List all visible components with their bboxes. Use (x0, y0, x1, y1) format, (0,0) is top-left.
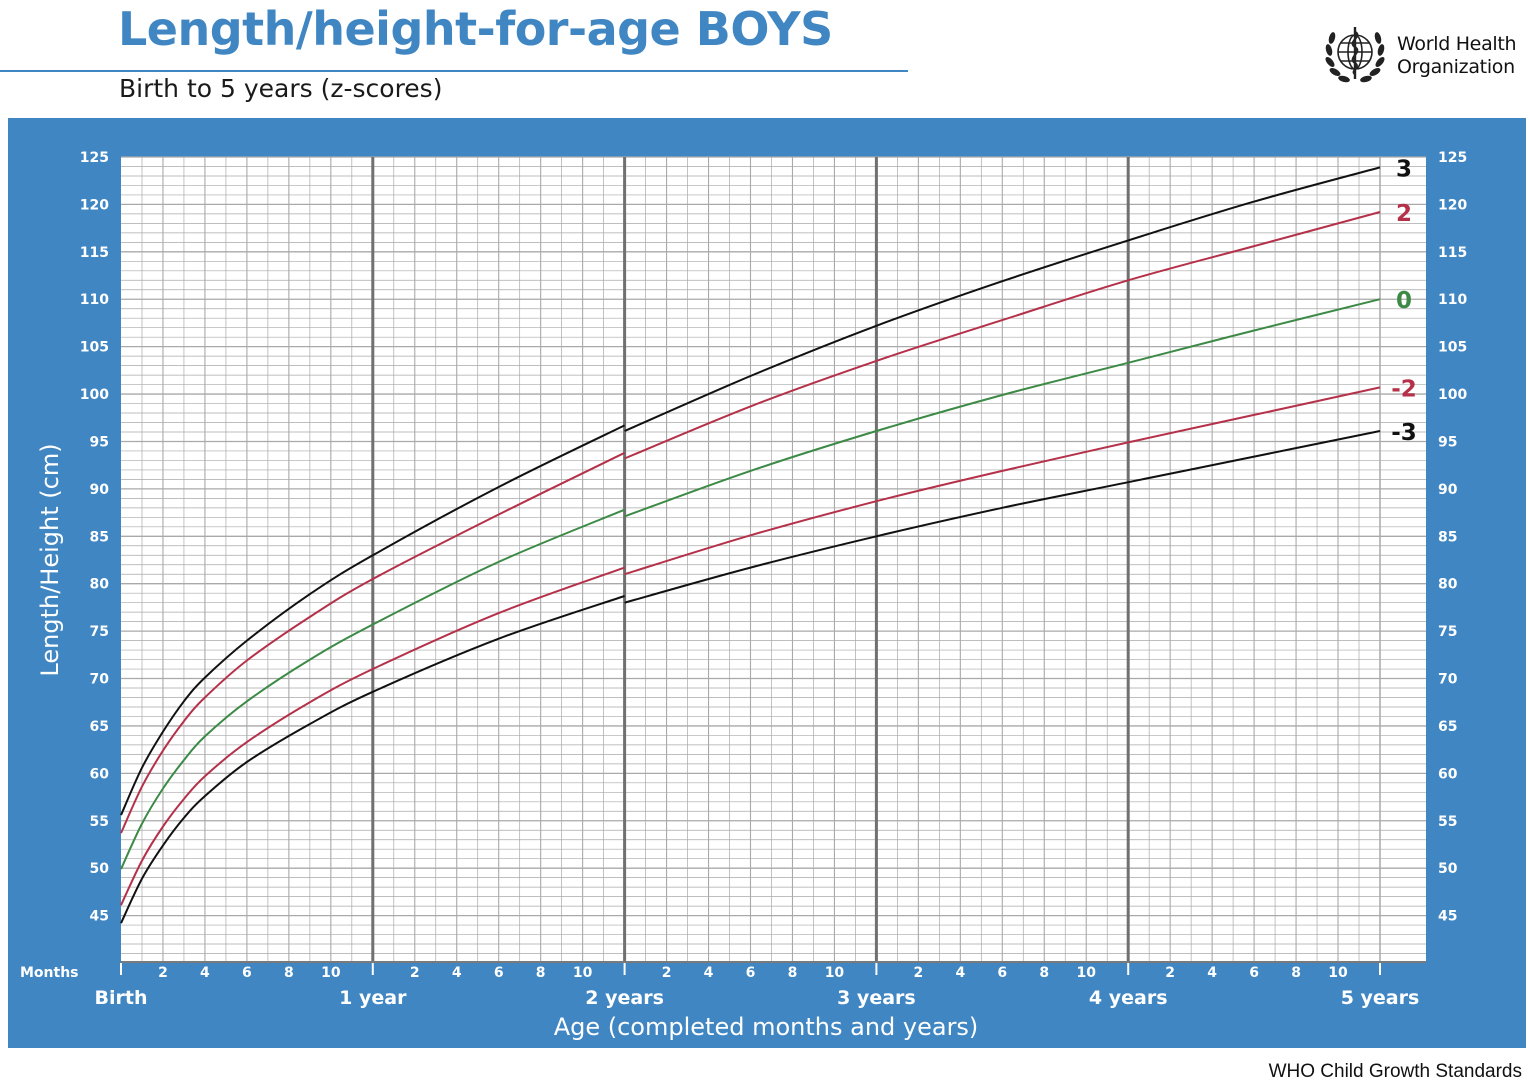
x-month-tick-label: 8 (1039, 965, 1049, 981)
x-month-tick-label: 2 (410, 965, 420, 981)
x-month-tick-label: 2 (158, 965, 168, 981)
y-ticks-left: 45 50 55 60 65 70 75 80 85 90 95 100 105 110 115 120 125 (80, 150, 109, 925)
y-tick-label: 60 (1438, 766, 1458, 782)
y-tick-label: 55 (1438, 814, 1457, 830)
z-curve-2 (624, 211, 1381, 460)
y-tick-label: 70 (90, 672, 110, 688)
x-month-tick-label: 10 (321, 965, 341, 981)
z-curve--3 (624, 430, 1381, 604)
x-month-tick-label: 8 (788, 965, 798, 981)
x-month-tick-label: 4 (955, 965, 965, 981)
y-tick-label: 85 (90, 529, 109, 545)
x-year-label: 1 year (339, 987, 407, 1009)
x-axis-label: Age (completed months and years) (554, 1013, 979, 1041)
x-month-tick-label: 2 (662, 965, 672, 981)
y-tick-label: 95 (1438, 434, 1457, 450)
x-year-label: Birth (95, 987, 148, 1009)
y-tick-label: 95 (90, 434, 109, 450)
y-tick-label: 100 (1438, 387, 1467, 403)
y-tick-label: 75 (1438, 624, 1457, 640)
y-tick-label: 50 (1438, 861, 1458, 877)
grid (121, 156, 1426, 963)
x-year-label: 5 years (1341, 987, 1420, 1009)
y-tick-label: 80 (90, 577, 110, 593)
z-curve-0 (120, 508, 625, 870)
chart-subtitle: Birth to 5 years (z-scores) (119, 74, 443, 103)
y-tick-label: 85 (1438, 529, 1457, 545)
y-tick-label: 60 (90, 766, 110, 782)
chart-title: Length/height-for-age BOYS (118, 2, 833, 56)
footer-note: WHO Child Growth Standards (1268, 1061, 1522, 1082)
x-month-tick-label: 6 (1249, 965, 1259, 981)
z-score-curves (120, 166, 1381, 924)
x-ticks: 2 4 6 8 10 2 4 6 8 10 2 4 6 8 10 2 4 6 8 10 2 4 6 8 10 Birth 1 yea… (95, 963, 1420, 1009)
x-month-tick-label: 2 (1165, 965, 1175, 981)
y-tick-label: 120 (1438, 197, 1467, 213)
x-month-tick-label: 4 (452, 965, 462, 981)
z-curve-3 (624, 166, 1381, 432)
x-month-tick-label: 8 (284, 965, 294, 981)
z-curve--2 (120, 566, 625, 906)
y-tick-label: 90 (90, 482, 110, 498)
x-month-tick-label: 6 (494, 965, 504, 981)
y-tick-label: 45 (1438, 909, 1457, 925)
x-month-tick-label: 4 (704, 965, 714, 981)
y-tick-label: 55 (90, 814, 109, 830)
x-year-label: 2 years (585, 987, 664, 1009)
y-tick-label: 75 (90, 624, 109, 640)
who-name-line2: Organization (1397, 56, 1515, 78)
y-tick-label: 105 (1438, 340, 1467, 356)
y-tick-label: 80 (1438, 577, 1458, 593)
y-tick-label: 45 (90, 909, 109, 925)
x-month-tick-label: 4 (1207, 965, 1217, 981)
y-tick-label: 110 (80, 292, 109, 308)
y-tick-label: 105 (80, 340, 109, 356)
z-curve--3 (120, 595, 625, 924)
who-name: World Health Organization (1397, 33, 1517, 79)
z-label-0: 0 (1396, 288, 1412, 314)
curve-labels: 3 2 0 -2 -3 (1391, 156, 1417, 446)
x-month-tick-label: 10 (1328, 965, 1348, 981)
x-month-tick-label: 10 (573, 965, 593, 981)
y-tick-label: 100 (80, 387, 109, 403)
y-tick-label: 65 (1438, 719, 1457, 735)
y-ticks-right: 45 50 55 60 65 70 75 80 85 90 95 100 105 110 115 120 125 (1438, 150, 1467, 925)
y-axis-label: Length/Height (cm) (36, 443, 64, 676)
y-tick-label: 120 (80, 197, 109, 213)
x-month-tick-label: 10 (1076, 965, 1096, 981)
z-label--2: -2 (1391, 376, 1417, 402)
z-label-2: 2 (1396, 201, 1412, 227)
y-tick-label: 110 (1438, 292, 1467, 308)
y-tick-label: 125 (1438, 150, 1467, 166)
x-year-label: 4 years (1089, 987, 1168, 1009)
x-unit-label: Months (20, 965, 79, 981)
x-month-tick-label: 10 (825, 965, 845, 981)
x-month-tick-label: 4 (200, 965, 210, 981)
who-name-line1: World Health (1397, 33, 1517, 55)
y-tick-label: 50 (90, 861, 110, 877)
y-tick-label: 70 (1438, 672, 1458, 688)
y-tick-label: 125 (80, 150, 109, 166)
x-month-tick-label: 6 (242, 965, 252, 981)
y-tick-label: 115 (80, 245, 109, 261)
y-tick-label: 65 (90, 719, 109, 735)
z-label-3: 3 (1396, 156, 1412, 182)
z-label--3: -3 (1391, 420, 1417, 446)
who-emblem-icon (1325, 27, 1385, 83)
z-curve-3 (120, 424, 626, 816)
title-underline (0, 70, 908, 72)
y-tick-label: 115 (1438, 245, 1467, 261)
x-month-tick-label: 6 (997, 965, 1007, 981)
z-curve--2 (624, 386, 1381, 576)
x-month-tick-label: 8 (1291, 965, 1301, 981)
x-month-tick-label: 8 (536, 965, 546, 981)
z-curve-0 (624, 298, 1381, 518)
x-month-tick-label: 2 (913, 965, 923, 981)
y-tick-label: 90 (1438, 482, 1458, 498)
plot-area (121, 157, 1426, 963)
x-month-tick-label: 6 (746, 965, 756, 981)
x-year-label: 3 years (837, 987, 916, 1009)
z-curve-2 (120, 451, 626, 834)
